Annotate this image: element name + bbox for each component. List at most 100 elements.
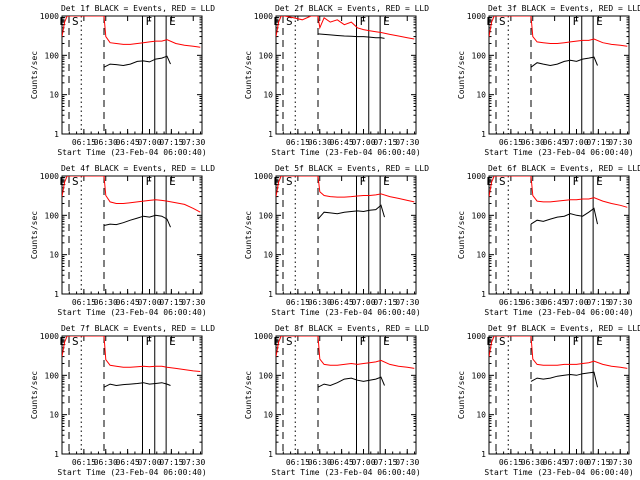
y-tick-label: 1000	[254, 332, 273, 341]
x-tick-label: 06:15	[499, 458, 523, 467]
y-tick-label: 10	[476, 411, 486, 420]
marker-label: F	[360, 15, 367, 28]
panel-title: Det 2f BLACK = Events, RED = LLD	[275, 4, 429, 13]
series-line-lld	[62, 336, 201, 372]
plot-frame	[61, 175, 203, 295]
x-tick-label: 06:45	[543, 298, 567, 307]
chart-panel-4: Det 4f BLACK = Events, RED = LLD 1 10 100 10…	[30, 164, 215, 317]
chart-panel-6: Det 6f BLACK = Events, RED = LLD 1 10 100 10…	[457, 164, 640, 317]
series-line-events	[103, 214, 171, 228]
x-tick-label: 06:30	[94, 138, 118, 147]
chart-panel-9: Det 9f BLACK = Events, RED = LLD 1 10 100 10…	[457, 324, 640, 477]
panel-title: Det 9f BLACK = Events, RED = LLD	[488, 324, 640, 333]
x-tick-label: 06:30	[94, 458, 118, 467]
marker-label: S	[499, 175, 506, 188]
marker-label: E	[486, 15, 493, 28]
chart-panel-1: Det 1f BLACK = Events, RED = LLD 1 10 100 10…	[30, 4, 215, 157]
x-tick-label: 07:00	[137, 138, 161, 147]
x-tick-label: 07:30	[181, 458, 205, 467]
plot-frame	[275, 15, 417, 135]
plot-frame	[488, 15, 630, 135]
x-axis-label: Start Time (23-Feb-04 06:00:40)	[57, 148, 206, 157]
x-tick-label: 07:15	[373, 138, 397, 147]
series-line-lld	[276, 16, 415, 40]
series-line-lld	[489, 16, 628, 47]
x-tick-label: 07:30	[395, 298, 419, 307]
y-tick-label: 10	[49, 91, 59, 100]
x-tick-label: 07:00	[564, 298, 588, 307]
x-axis-label: Start Time (23-Feb-04 06:00:40)	[484, 308, 633, 317]
marker-label: E	[596, 335, 603, 348]
series-line-events	[530, 56, 598, 68]
y-axis-label: Counts/sec	[244, 371, 253, 419]
marker-label: E	[273, 335, 280, 348]
y-tick-label: 1000	[467, 172, 486, 181]
x-tick-label: 06:45	[116, 298, 140, 307]
series-line-events	[317, 33, 385, 39]
marker-label: F	[146, 15, 153, 28]
y-tick-label: 1000	[40, 172, 59, 181]
x-tick-label: 07:00	[351, 298, 375, 307]
x-tick-label: 07:15	[159, 298, 183, 307]
x-tick-label: 07:00	[137, 458, 161, 467]
y-tick-label: 10	[49, 251, 59, 260]
x-tick-label: 06:30	[308, 298, 332, 307]
y-tick-label: 1	[481, 130, 486, 139]
marker-label: E	[486, 175, 493, 188]
x-axis-label: Start Time (23-Feb-04 06:00:40)	[271, 468, 420, 477]
chart-panel-3: Det 3f BLACK = Events, RED = LLD 1 10 100 10…	[457, 4, 640, 157]
marker-label: E	[596, 15, 603, 28]
y-tick-label: 1	[268, 130, 273, 139]
x-tick-label: 07:15	[586, 138, 610, 147]
marker-label: E	[59, 335, 66, 348]
x-tick-label: 07:30	[181, 298, 205, 307]
chart-panel-8: Det 8f BLACK = Events, RED = LLD 1 10 100 10…	[244, 324, 429, 477]
x-tick-label: 06:15	[286, 298, 310, 307]
x-tick-label: 07:30	[608, 458, 632, 467]
marker-label: S	[286, 175, 293, 188]
y-axis-label: Counts/sec	[244, 211, 253, 259]
plot-frame	[275, 335, 417, 455]
series-line-lld	[489, 176, 628, 208]
marker-label: E	[169, 15, 176, 28]
y-axis-label: Counts/sec	[457, 211, 466, 259]
x-tick-label: 07:15	[586, 298, 610, 307]
x-tick-label: 07:15	[159, 458, 183, 467]
x-tick-label: 06:15	[72, 138, 96, 147]
plot-frame	[488, 175, 630, 295]
x-tick-label: 06:45	[116, 458, 140, 467]
panel-title: Det 6f BLACK = Events, RED = LLD	[488, 164, 640, 173]
y-tick-label: 10	[476, 251, 486, 260]
marker-label: E	[273, 15, 280, 28]
y-tick-label: 1	[268, 450, 273, 459]
panel-title: Det 5f BLACK = Events, RED = LLD	[275, 164, 429, 173]
series-line-events	[103, 55, 171, 68]
y-tick-label: 1000	[467, 332, 486, 341]
plot-frame	[61, 335, 203, 455]
x-tick-label: 07:30	[395, 458, 419, 467]
marker-label: F	[146, 175, 153, 188]
x-tick-label: 07:30	[181, 138, 205, 147]
plot-frame	[275, 175, 417, 295]
marker-label: E	[169, 175, 176, 188]
y-tick-label: 1000	[40, 12, 59, 21]
y-tick-label: 10	[476, 91, 486, 100]
x-tick-label: 07:00	[351, 458, 375, 467]
marker-label: S	[72, 175, 79, 188]
series-line-lld	[276, 176, 415, 203]
x-tick-label: 06:30	[521, 458, 545, 467]
y-tick-label: 10	[263, 251, 273, 260]
y-tick-label: 1000	[254, 172, 273, 181]
x-axis-label: Start Time (23-Feb-04 06:00:40)	[484, 148, 633, 157]
y-tick-label: 1000	[254, 12, 273, 21]
y-tick-label: 1	[481, 290, 486, 299]
panel-title: Det 8f BLACK = Events, RED = LLD	[275, 324, 429, 333]
marker-label: E	[486, 335, 493, 348]
series-line-events	[103, 382, 171, 388]
plot-frame	[488, 335, 630, 455]
marker-label: S	[499, 335, 506, 348]
chart-panel-5: Det 5f BLACK = Events, RED = LLD 1 10 100 10…	[244, 164, 429, 317]
x-tick-label: 07:15	[159, 138, 183, 147]
marker-label: E	[273, 175, 280, 188]
x-tick-label: 06:15	[286, 138, 310, 147]
